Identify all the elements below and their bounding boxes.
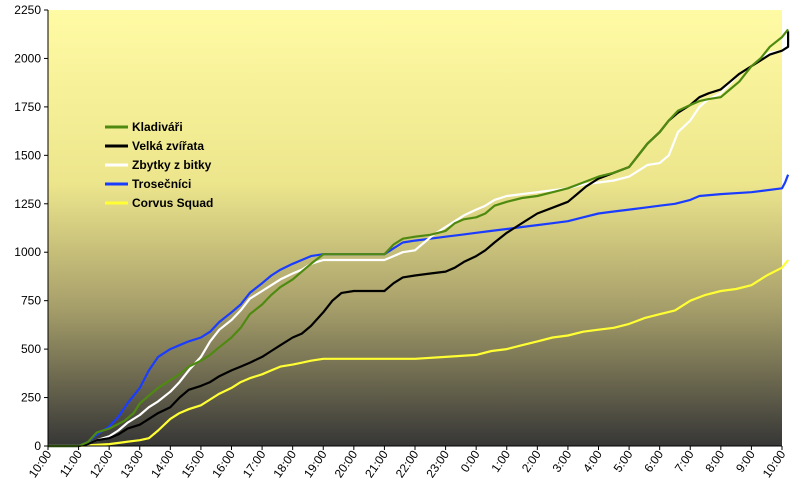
x-tick-label-18: 4:00 bbox=[580, 447, 605, 474]
y-tick-label-5: 1250 bbox=[14, 197, 41, 211]
x-tick-label-3: 13:00 bbox=[118, 447, 147, 480]
y-tick-label-2: 500 bbox=[21, 342, 41, 356]
x-tick-label-24: 10:00 bbox=[760, 447, 789, 480]
x-tick-label-7: 17:00 bbox=[240, 447, 269, 480]
x-tick-label-17: 3:00 bbox=[550, 447, 575, 474]
legend: Kladiváři Velká zvířata Zbytky z bitky Tros… bbox=[105, 120, 213, 210]
x-tick-label-9: 19:00 bbox=[301, 447, 330, 480]
y-tick-label-6: 1500 bbox=[14, 148, 41, 162]
x-tick-label-16: 2:00 bbox=[519, 447, 544, 474]
y-tick-label-9: 2250 bbox=[14, 3, 41, 17]
x-tick-label-20: 6:00 bbox=[641, 447, 666, 474]
y-tick-label-4: 1000 bbox=[14, 245, 41, 259]
series-line-2 bbox=[48, 47, 789, 448]
series-line-4 bbox=[48, 259, 789, 448]
x-tick-label-15: 1:00 bbox=[488, 447, 513, 474]
y-tick-label-3: 750 bbox=[21, 294, 41, 308]
legend-label-3: Trosečníci bbox=[132, 177, 191, 191]
x-tick-label-0: 10:00 bbox=[26, 447, 55, 480]
legend-label-0: Kladiváři bbox=[132, 120, 183, 134]
x-tick-label-22: 8:00 bbox=[702, 447, 727, 474]
x-tick-label-14: 0:00 bbox=[458, 447, 483, 474]
legend-label-1: Velká zvířata bbox=[132, 139, 204, 153]
y-tick-label-1: 250 bbox=[21, 391, 41, 405]
legend-label-2: Zbytky z bitky bbox=[132, 158, 212, 172]
legend-label-4: Corvus Squad bbox=[132, 196, 213, 210]
x-tick-label-10: 20:00 bbox=[332, 447, 361, 480]
series-line-0 bbox=[48, 28, 789, 448]
x-tick-label-5: 15:00 bbox=[179, 447, 208, 480]
series-lines bbox=[48, 28, 790, 448]
y-tick-label-8: 2000 bbox=[14, 51, 41, 65]
plot-area bbox=[48, 10, 782, 446]
x-tick-label-23: 9:00 bbox=[733, 447, 758, 474]
y-tick-label-0: 0 bbox=[34, 439, 41, 453]
x-tick-label-19: 5:00 bbox=[611, 447, 636, 474]
x-tick-label-11: 21:00 bbox=[362, 447, 391, 480]
x-tick-label-8: 18:00 bbox=[270, 447, 299, 480]
x-tick-label-12: 22:00 bbox=[393, 447, 422, 480]
x-tick-label-21: 7:00 bbox=[672, 447, 697, 474]
y-tick-label-7: 1750 bbox=[14, 100, 41, 114]
x-tick-label-13: 23:00 bbox=[423, 447, 452, 480]
x-tick-label-2: 12:00 bbox=[87, 447, 116, 480]
x-tick-label-6: 16:00 bbox=[209, 447, 238, 480]
x-tick-label-4: 14:00 bbox=[148, 447, 177, 480]
x-tick-label-1: 11:00 bbox=[57, 447, 85, 479]
